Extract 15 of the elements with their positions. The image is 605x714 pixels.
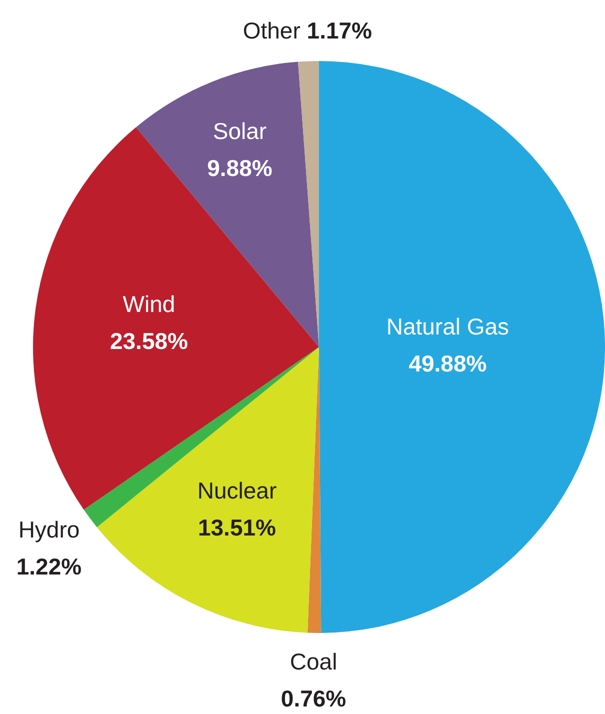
pie-slice [319,61,605,633]
data-label: 9.88% [207,154,272,181]
data-label: 13.51% [198,514,276,541]
data-label: 0.76% [280,686,346,712]
data-label: 1.22% [16,554,82,580]
slice-label: Hydro [18,516,80,543]
slice-label: Wind [122,290,176,317]
slice-label: Coal [290,648,338,675]
slice-label: Nuclear [197,478,277,504]
slice-label: Natural Gas [386,314,510,340]
slice-label: Solar [212,118,267,144]
data-label: 23.58% [110,328,188,354]
slice-label: Other [242,18,301,44]
data-label: 49.88% [408,350,487,377]
data-label: 1.17% [300,18,372,44]
